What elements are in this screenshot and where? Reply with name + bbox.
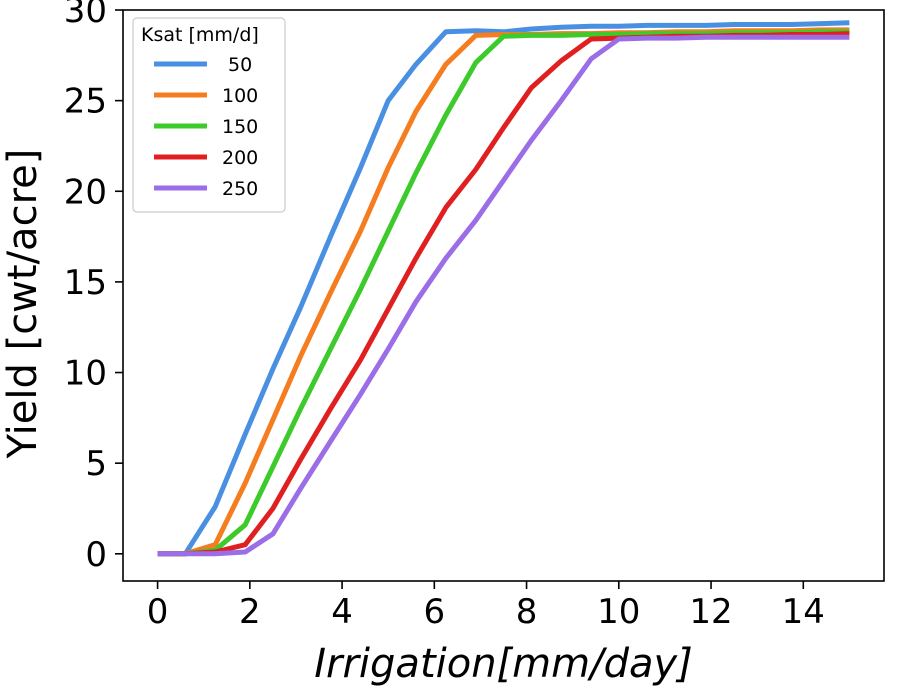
x-tick-label: 2 <box>239 592 261 632</box>
x-tick-label: 0 <box>147 592 169 632</box>
series-layer <box>157 20 850 557</box>
x-tick-label: 4 <box>331 592 353 632</box>
series-line-0 <box>157 20 850 557</box>
legend-label-1: 100 <box>222 85 258 107</box>
y-tick-label: 5 <box>85 444 107 484</box>
x-tick-label: 6 <box>423 592 445 632</box>
legend-label-0: 50 <box>222 54 252 76</box>
y-axis-title: Yield [cwt/acre] <box>0 149 46 460</box>
legend-entries: 50 100 150 200 250 <box>154 54 258 200</box>
legend-box <box>132 17 286 213</box>
legend-title: Ksat [mm/d] <box>141 24 259 46</box>
y-tick-label: 25 <box>64 82 107 122</box>
y-tick-label: 0 <box>85 535 107 575</box>
series-line-2 <box>157 29 850 557</box>
x-tick-label: 10 <box>597 592 640 632</box>
x-tick-label: 14 <box>782 592 825 632</box>
legend-label-3: 200 <box>222 147 258 169</box>
y-tick-label: 15 <box>64 263 107 303</box>
y-tick-label: 20 <box>64 172 107 212</box>
legend-label-2: 150 <box>222 116 258 138</box>
x-tick-label: 12 <box>689 592 732 632</box>
ticks-layer: 0 2 4 6 8 10 12 14 0 5 10 15 20 25 30 <box>64 0 825 632</box>
series-line-4 <box>157 34 850 557</box>
x-tick-label: 8 <box>516 592 538 632</box>
x-axis-title: Irrigation[mm/day] <box>314 641 693 687</box>
y-tick-label: 30 <box>64 0 107 31</box>
y-tick-label: 10 <box>64 354 107 394</box>
legend: Ksat [mm/d] 50 100 150 200 250 <box>132 17 286 213</box>
legend-label-4: 250 <box>222 178 258 200</box>
plot-frame <box>122 9 885 582</box>
